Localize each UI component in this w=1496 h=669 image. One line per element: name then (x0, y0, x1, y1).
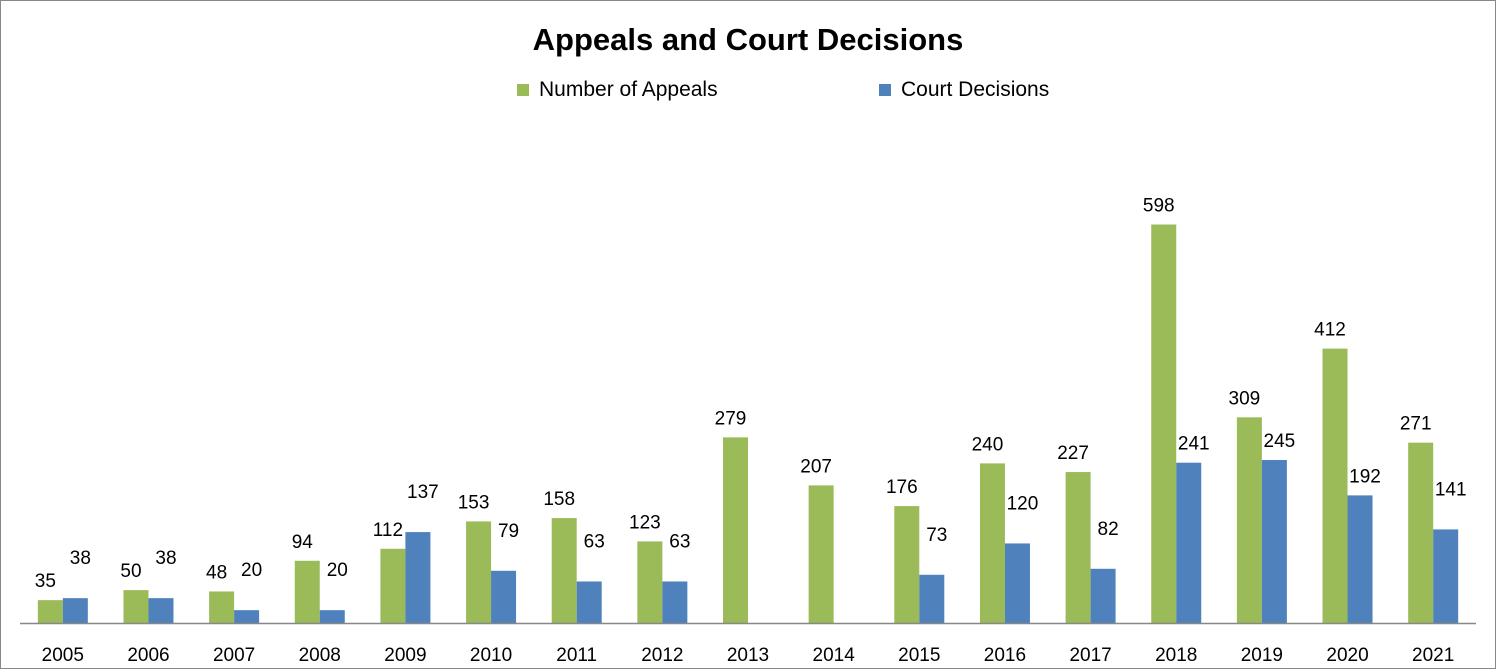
decisions-data-label: 38 (70, 548, 91, 569)
decisions-bar (1347, 495, 1373, 624)
decisions-data-label: 73 (926, 525, 947, 546)
appeals-data-label: 279 (715, 408, 747, 429)
decisions-bar (405, 532, 431, 624)
decisions-data-label: 63 (584, 531, 605, 552)
x-tick-label: 2009 (384, 645, 426, 666)
appeals-bar (209, 591, 235, 624)
x-tick-label: 2016 (984, 645, 1026, 666)
decisions-bar (319, 610, 345, 624)
appeals-bar (894, 506, 920, 624)
appeals-bar (37, 600, 63, 624)
appeals-bar (1408, 442, 1434, 624)
appeals-data-label: 227 (1057, 443, 1089, 464)
x-tick-label: 2008 (299, 645, 341, 666)
appeals-bar (637, 541, 663, 624)
decisions-data-label: 20 (241, 560, 262, 581)
decisions-bar (148, 598, 174, 624)
decisions-data-label: 79 (498, 521, 519, 542)
appeals-bar (551, 518, 577, 624)
x-tick-label: 2013 (727, 645, 769, 666)
appeals-bar (123, 590, 149, 624)
decisions-data-label: 241 (1178, 434, 1210, 455)
decisions-bar (662, 581, 688, 624)
x-tick-label: 2011 (556, 645, 597, 666)
legend-swatch-appeals (517, 84, 529, 96)
chart-title: Appeals and Court Decisions (532, 22, 964, 57)
x-tick-label: 2010 (470, 645, 512, 666)
appeals-data-label: 35 (35, 571, 56, 592)
decisions-bar (576, 581, 602, 624)
decisions-data-label: 20 (327, 560, 348, 581)
appeals-data-label: 240 (972, 434, 1004, 455)
x-tick-label: 2017 (1069, 645, 1111, 666)
legend-swatch-decisions (879, 84, 891, 96)
decisions-data-label: 82 (1098, 519, 1119, 540)
decisions-bar (1004, 543, 1030, 624)
appeals-data-label: 158 (543, 489, 575, 510)
x-tick-label: 2020 (1326, 645, 1368, 666)
decisions-bar (491, 570, 517, 624)
decisions-bar (1176, 462, 1202, 624)
decisions-data-label: 63 (669, 531, 690, 552)
appeals-bar (1151, 224, 1177, 624)
appeals-bar (723, 437, 748, 624)
decisions-data-label: 141 (1435, 479, 1467, 500)
decisions-bar (919, 574, 945, 624)
x-tick-label: 2019 (1241, 645, 1283, 666)
x-tick-label: 2006 (127, 645, 169, 666)
appeals-data-label: 176 (886, 477, 918, 498)
decisions-data-label: 192 (1349, 466, 1381, 487)
appeals-data-label: 153 (458, 492, 490, 513)
appeals-data-label: 123 (629, 512, 661, 533)
appeals-data-label: 598 (1143, 196, 1175, 217)
decisions-data-label: 137 (407, 482, 439, 503)
appeals-data-label: 309 (1229, 388, 1261, 409)
x-tick-label: 2015 (898, 645, 940, 666)
decisions-data-label: 120 (1007, 493, 1039, 514)
decisions-bar (1261, 460, 1287, 624)
legend-label-decisions: Court Decisions (901, 78, 1050, 101)
appeals-bar (979, 463, 1005, 624)
x-tick-label: 2014 (813, 645, 856, 666)
legend-item-appeals: Number of Appeals (517, 78, 718, 102)
appeals-data-label: 271 (1400, 414, 1432, 435)
appeals-bar (1065, 472, 1091, 624)
legend-item-decisions: Court Decisions (879, 78, 1049, 102)
x-tick-label: 2005 (42, 645, 84, 666)
appeals-data-label: 48 (206, 562, 227, 583)
appeals-bar (294, 560, 320, 624)
decisions-bar (62, 598, 88, 624)
x-tick-label: 2007 (213, 645, 255, 666)
appeals-bar (466, 521, 492, 624)
x-tick-label: 2012 (641, 645, 683, 666)
decisions-data-label: 38 (155, 548, 176, 569)
decisions-bar (234, 610, 260, 624)
x-tick-label: 2018 (1155, 645, 1197, 666)
appeals-data-label: 207 (800, 456, 832, 477)
appeals-data-label: 50 (120, 561, 141, 582)
legend-label-appeals: Number of Appeals (539, 78, 718, 101)
decisions-data-label: 245 (1264, 431, 1296, 452)
appeals-data-label: 94 (292, 532, 314, 553)
appeals-data-label: 412 (1314, 320, 1346, 341)
appeals-bar (1236, 417, 1262, 624)
decisions-bar (1433, 529, 1459, 624)
appeals-bar (380, 548, 406, 624)
x-tick-label: 2021 (1412, 645, 1454, 666)
appeals-bar (1322, 348, 1348, 624)
appeals-bar (808, 485, 834, 624)
appeals-data-label: 112 (373, 520, 403, 541)
decisions-bar (1090, 568, 1116, 624)
